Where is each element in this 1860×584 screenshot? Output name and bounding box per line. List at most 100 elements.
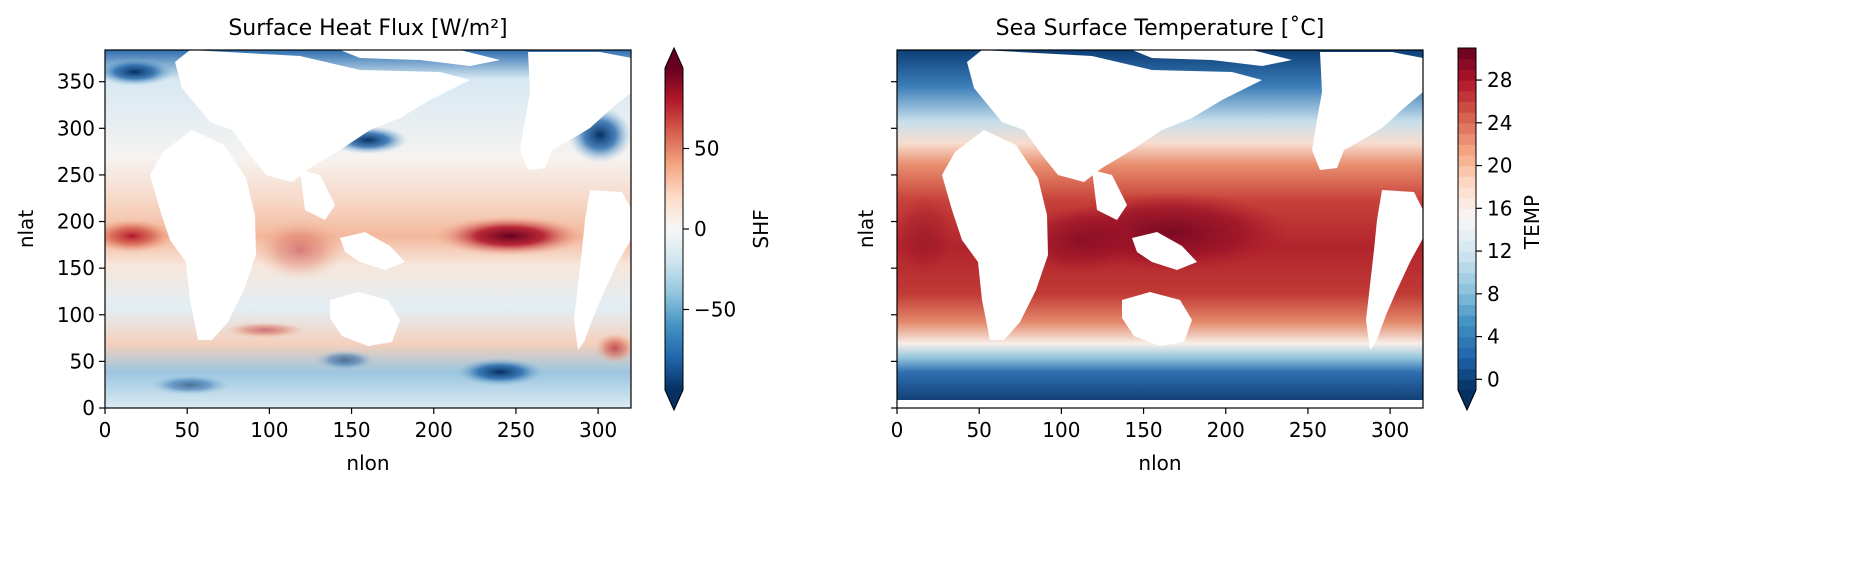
colorbar-tick-label: 12 (1487, 239, 1512, 263)
colorbar-segment (1458, 154, 1476, 167)
colorbar-tick-label: −50 (694, 298, 736, 322)
hot-spot-east-pacific (435, 216, 585, 256)
hot-spot-atlantic (105, 219, 174, 253)
colorbar-segment (1458, 325, 1476, 338)
colorbar-segment (1458, 304, 1476, 316)
heatmap-field (105, 50, 631, 408)
colorbar-segment (1458, 229, 1476, 241)
colorbar-extend-max (665, 48, 683, 68)
land-india-sea (300, 170, 335, 220)
y-tick-label: 250 (57, 163, 95, 187)
colorbar-segment (1458, 251, 1476, 263)
colorbar-tick-label: 8 (1487, 282, 1500, 306)
colorbar-segment (1458, 336, 1476, 348)
colorbar-segment (1458, 261, 1476, 274)
colorbar-outline (1457, 47, 1477, 412)
colorbar-tick-label: 28 (1487, 68, 1512, 92)
colorbar-segment (1458, 379, 1476, 391)
colorbar-segment (1458, 101, 1476, 113)
x-tick-label: 250 (497, 418, 535, 442)
colorbar-segment (1458, 283, 1476, 295)
colorbar: −50 0 50 SHF (664, 46, 773, 412)
heatmap-field (897, 50, 1423, 408)
y-tick-label: 0 (82, 396, 95, 420)
colorbar-segment (1458, 315, 1476, 327)
hot-spot-indian (255, 220, 345, 280)
warm-band-atlantic (897, 195, 955, 275)
colorbar-segment (1458, 90, 1476, 103)
x-tick-label: 100 (250, 418, 288, 442)
colorbar-segment (1458, 208, 1476, 220)
y-axis (891, 81, 897, 409)
colorbar-body (665, 68, 683, 390)
colorbar-segment (1458, 112, 1476, 124)
colorbar-tick-label: 24 (1487, 111, 1512, 135)
chart-title: Sea Surface Temperature [˚C] (996, 16, 1325, 41)
land-arctic (1132, 50, 1292, 66)
y-tick-label: 50 (70, 349, 95, 373)
x-axis-label: nlon (1138, 451, 1181, 475)
colorbar-segment (1458, 48, 1476, 60)
plot-frame (104, 49, 632, 409)
colorbar-tick-label: 20 (1487, 154, 1512, 178)
x-tick-label: 200 (415, 418, 453, 442)
land-indonesia (1132, 232, 1197, 270)
land-indonesia (340, 232, 405, 270)
land-eurasia (175, 50, 470, 182)
land-australia (1122, 292, 1192, 346)
y-axis-label: nlat (854, 210, 878, 248)
colorbar-segment (1458, 69, 1476, 81)
cold-spot-northeast (105, 58, 175, 86)
colorbar-tick-label: 50 (694, 137, 719, 161)
x-tick-label: 100 (1042, 418, 1080, 442)
colorbar-tick-label: 4 (1487, 325, 1500, 349)
colorbar-outline (664, 46, 684, 412)
land-africa (942, 130, 1048, 340)
x-tick-label: 250 (1289, 418, 1327, 442)
x-tick-label: 50 (174, 418, 199, 442)
plot-frame (896, 49, 1424, 409)
colorbar-segment (1458, 176, 1476, 188)
y-tick-label: 350 (57, 70, 95, 94)
x-axis-label: nlon (346, 451, 389, 475)
colorbar-label: SHF (749, 209, 773, 248)
colorbar-segment (1458, 165, 1476, 177)
land-arctic (340, 50, 500, 66)
cold-spot-south-3 (315, 350, 375, 370)
colorbar-segment (1458, 347, 1476, 359)
y-tick-label: 300 (57, 116, 95, 140)
colorbar-tick-label: 16 (1487, 196, 1512, 220)
land-australia (330, 292, 400, 346)
colorbar-segment (1458, 80, 1476, 92)
hot-spot-south-2 (595, 333, 631, 363)
colorbar-extend-min (1458, 390, 1476, 410)
cold-spot-south-1 (455, 358, 545, 386)
x-tick-label: 200 (1207, 418, 1245, 442)
land-antarctica (897, 400, 1423, 408)
colorbar-tick-label: 0 (1487, 367, 1500, 391)
colorbar-segment (1458, 357, 1476, 370)
colorbar-extend-min (665, 390, 683, 410)
land-india-sea (1092, 170, 1127, 220)
colorbar-tick-label: 0 (694, 217, 707, 241)
x-tick-label: 50 (966, 418, 991, 442)
panel-shf: Surface Heat Flux [W/m²] (14, 16, 773, 475)
x-tick-label: 150 (1124, 418, 1162, 442)
x-axis: 0 50 100 150 200 250 300 (99, 408, 617, 442)
colorbar-segment (1458, 272, 1476, 284)
colorbar-segments (1458, 48, 1476, 391)
colorbar-segment (1458, 293, 1476, 306)
colorbar: 0 4 8 12 16 20 24 28 TEMP (1457, 47, 1544, 412)
colorbar-segment (1458, 122, 1476, 135)
colorbar-segment (1458, 197, 1476, 209)
colorbar-segment (1458, 58, 1476, 70)
colorbar-ticks: −50 0 50 (683, 137, 736, 322)
x-tick-label: 0 (99, 418, 112, 442)
y-axis-label: nlat (14, 210, 38, 248)
panel-sst: Sea Surface Temperature [˚C] 0 50 100 150 20… (854, 16, 1544, 475)
hot-spot-south-1 (225, 322, 305, 338)
land-eurasia (967, 50, 1262, 182)
chart-title: Surface Heat Flux [W/m²] (228, 16, 507, 41)
land-mask (897, 50, 1423, 408)
